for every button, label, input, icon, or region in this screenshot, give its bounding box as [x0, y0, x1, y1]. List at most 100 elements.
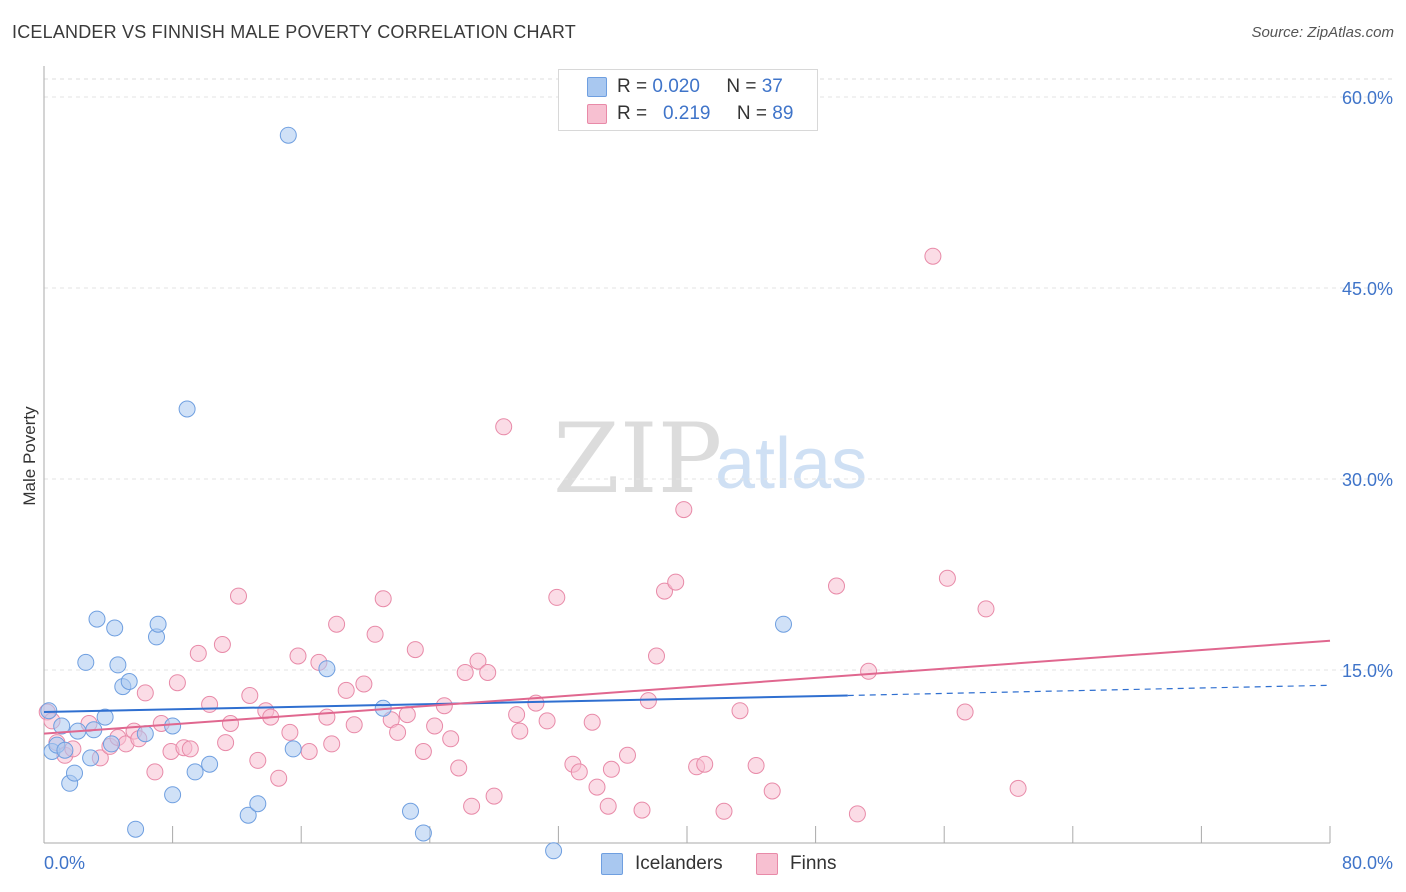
data-point-finns: [538, 712, 556, 730]
tick-labels: 15.0% 30.0% 45.0% 60.0% 0.0% 80.0%: [44, 88, 1393, 873]
data-point-finns: [406, 641, 424, 659]
data-point-finns: [675, 501, 693, 519]
data-point-finns: [956, 703, 974, 721]
data-point-finns: [656, 582, 673, 600]
data-point-icelanders: [414, 824, 432, 842]
data-point-icelanders: [178, 400, 196, 418]
data-point-finns: [508, 706, 526, 724]
legend-n-label: N =: [736, 103, 768, 124]
data-point-finns: [289, 647, 307, 665]
data-point-finns: [230, 587, 247, 605]
data-point-finns: [146, 763, 164, 781]
data-point-icelanders: [775, 615, 792, 633]
data-point-finns: [389, 723, 407, 741]
data-point-finns: [619, 746, 636, 764]
data-point-icelanders: [53, 717, 71, 735]
data-point-finns: [588, 778, 606, 796]
data-point-finns: [924, 247, 942, 265]
source-label: Source: ZipAtlas.com: [1251, 24, 1394, 41]
data-point-finns: [281, 723, 299, 741]
data-point-finns: [222, 715, 239, 732]
data-point-finns: [456, 664, 474, 681]
data-point-finns: [300, 743, 318, 760]
data-point-finns: [648, 647, 665, 665]
data-point-finns: [763, 782, 781, 800]
y-tick-label: 45.0%: [1342, 279, 1393, 299]
data-point-finns: [848, 805, 866, 823]
data-point-finns: [938, 569, 956, 587]
data-point-finns: [463, 797, 481, 815]
bottom-legend-swatch-finns: [756, 853, 778, 875]
bottom-legend-swatch-icelanders: [601, 853, 623, 875]
y-tick-label: 60.0%: [1342, 88, 1393, 108]
data-point-icelanders: [249, 795, 267, 813]
data-point-finns: [270, 769, 288, 787]
data-point-icelanders: [77, 653, 95, 671]
data-point-finns: [511, 722, 529, 740]
bottom-legend-label-icelanders: Icelanders: [635, 853, 723, 874]
watermark-zip: ZIP: [553, 403, 722, 515]
legend-n-label: N =: [726, 76, 757, 97]
data-point-icelanders: [279, 126, 297, 144]
bottom-legend-finns: Finns: [756, 852, 836, 876]
trend-line-finns: [43, 639, 1331, 735]
grid-lines: [44, 78, 1392, 671]
data-point-finns: [977, 600, 995, 618]
legend-text-icelanders: R = 0.020 N = 37: [617, 76, 783, 98]
data-point-finns: [323, 735, 341, 753]
data-point-icelanders: [239, 806, 257, 824]
data-point-finns: [414, 743, 432, 760]
data-point-finns: [570, 763, 588, 781]
y-tick-label: 30.0%: [1342, 470, 1393, 490]
legend-r-label: R =: [617, 76, 648, 97]
data-point-finns: [249, 751, 267, 769]
data-point-finns: [201, 695, 219, 713]
bottom-legend-icelanders: Icelanders: [601, 852, 723, 876]
data-point-finns: [450, 759, 468, 777]
data-point-finns: [355, 675, 373, 693]
data-point-icelanders: [186, 763, 204, 781]
data-point-finns: [602, 760, 620, 778]
data-point-finns: [374, 590, 392, 608]
legend-text-finns: R = 0.219 N = 89: [617, 103, 793, 125]
data-point-finns: [479, 664, 497, 681]
data-point-icelanders: [201, 755, 219, 773]
legend-n-value: 89: [772, 103, 794, 124]
data-point-finns: [633, 801, 651, 819]
data-point-icelanders: [120, 673, 138, 690]
data-point-finns: [495, 418, 513, 436]
data-point-finns: [189, 644, 207, 662]
data-point-icelanders: [96, 708, 114, 726]
data-point-finns: [366, 625, 384, 643]
data-point-icelanders: [109, 656, 127, 674]
data-point-icelanders: [82, 749, 100, 767]
trend-line-icelanders-extension: [847, 684, 1331, 697]
bottom-legend-label-finns: Finns: [790, 853, 837, 874]
data-point-finns: [715, 802, 733, 820]
data-point-icelanders: [66, 764, 83, 782]
data-point-finns: [747, 757, 765, 774]
correlation-legend: R = 0.020 N = 37 R = 0.219 N = 89: [558, 69, 818, 131]
chart-title: ICELANDER VS FINNISH MALE POVERTY CORREL…: [12, 22, 576, 42]
data-point-finns: [181, 740, 199, 758]
data-point-icelanders: [284, 740, 302, 758]
data-point-finns: [217, 734, 235, 752]
data-point-icelanders: [56, 741, 74, 759]
data-point-finns: [1009, 779, 1027, 797]
data-point-icelanders: [545, 842, 563, 860]
data-point-icelanders: [164, 717, 182, 735]
data-point-icelanders: [164, 786, 182, 804]
trend-lines: [43, 639, 1331, 735]
legend-n-value: 37: [761, 76, 783, 97]
data-point-icelanders: [136, 725, 154, 743]
data-point-finns: [241, 687, 259, 704]
data-point-finns: [548, 588, 566, 606]
data-point-finns: [398, 706, 416, 724]
data-points: [38, 126, 1027, 860]
x-tick-label: 80.0%: [1342, 853, 1393, 873]
data-point-finns: [485, 787, 503, 805]
data-point-finns: [583, 713, 601, 731]
data-point-finns: [426, 717, 444, 735]
legend-swatch-icelanders: [587, 77, 607, 97]
